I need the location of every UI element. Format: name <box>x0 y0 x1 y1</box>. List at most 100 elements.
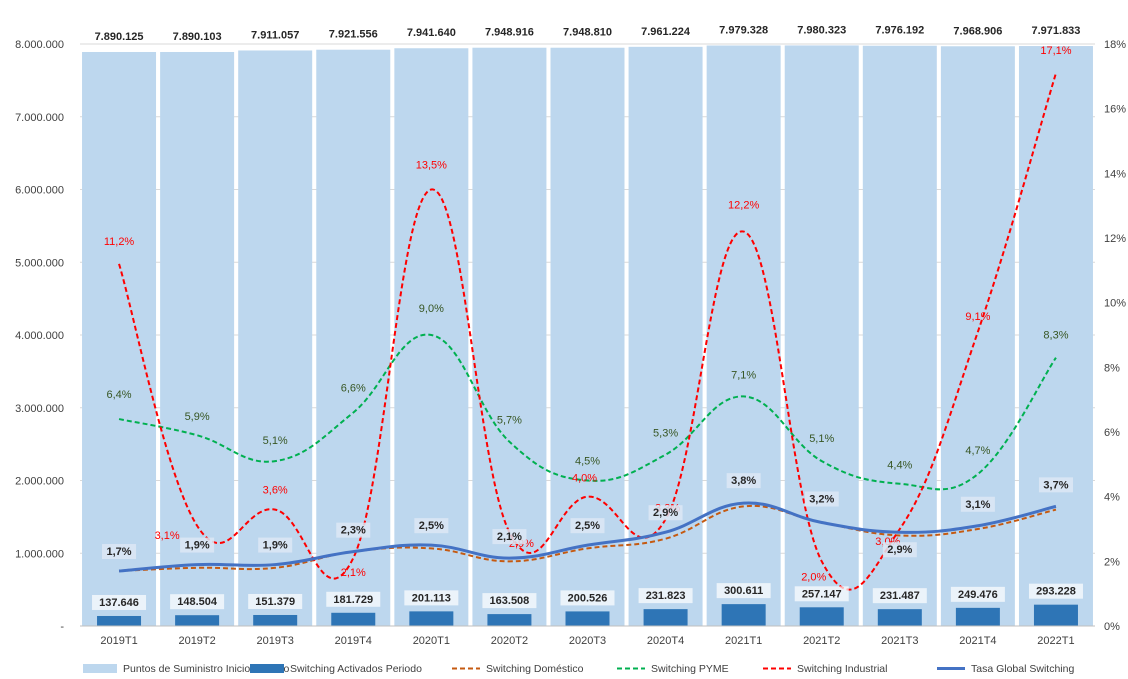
label-switching-activados: 231.487 <box>880 590 920 602</box>
label-tasa-global: 3,7% <box>1043 479 1068 491</box>
legend-label: Switching Doméstico <box>486 663 584 675</box>
bar-puntos-suministro <box>394 48 469 627</box>
label-switching-industrial: 4,0% <box>572 473 597 485</box>
label-bg-switching-activados <box>950 586 1005 602</box>
bars-switching-activados <box>97 604 1078 626</box>
label-puntos-suministro: 7.976.192 <box>875 25 924 37</box>
label-bg-tasa-global <box>648 505 683 521</box>
label-puntos-suministro: 7.968.906 <box>953 25 1002 37</box>
label-switching-pyme: 5,3% <box>653 428 678 440</box>
label-switching-pyme: 8,3% <box>1043 330 1068 342</box>
y-right-tick-label: 2% <box>1104 556 1120 568</box>
label-switching-activados: 300.611 <box>724 585 763 597</box>
label-tasa-global: 3,1% <box>965 499 990 511</box>
bar-switching-activados <box>799 607 844 626</box>
label-tasa-global: 2,5% <box>575 520 600 532</box>
x-tick-label: 2022T1 <box>1037 635 1074 647</box>
y-right-tick-label: 18% <box>1104 39 1126 51</box>
label-tasa-global: 2,5% <box>419 520 444 532</box>
label-puntos-suministro: 7.911.057 <box>251 29 299 41</box>
label-bg-switching-activados <box>794 586 849 602</box>
label-bg-switching-activados <box>92 594 147 610</box>
label-puntos-suministro: 7.921.556 <box>329 29 378 41</box>
label-tasa-global: 2,9% <box>887 544 912 556</box>
y-right-tick-label: 12% <box>1104 233 1126 245</box>
x-tick-label: 2021T1 <box>725 635 762 647</box>
legend-label: Switching PYME <box>651 663 729 675</box>
label-switching-industrial: 9,1% <box>965 311 990 323</box>
bar-puntos-suministro <box>784 45 859 626</box>
label-puntos-suministro: 7.890.103 <box>173 31 222 43</box>
label-puntos-suministro: 7.979.328 <box>719 25 768 37</box>
label-switching-activados: 293.228 <box>1036 586 1076 598</box>
legend-label: Switching Industrial <box>797 663 887 675</box>
bar-switching-activados <box>565 611 610 626</box>
label-bg-tasa-global <box>180 537 215 553</box>
x-tick-label: 2021T2 <box>803 635 840 647</box>
label-switching-industrial: 11,2% <box>104 236 135 248</box>
bar-switching-activados <box>97 615 142 626</box>
bar-switching-activados <box>721 604 766 626</box>
label-bg-switching-activados <box>872 588 927 604</box>
bar-switching-activados <box>643 609 688 626</box>
label-switching-pyme: 9,0% <box>419 303 444 315</box>
y-left-tick-label: 2.000.000 <box>15 476 64 488</box>
label-bg-tasa-global <box>804 491 839 507</box>
label-switching-activados: 257.147 <box>802 588 842 600</box>
legend: Puntos de Suministro Inicio Periodo Switc… <box>83 663 1074 675</box>
label-switching-industrial: 3,1% <box>155 530 180 542</box>
y-right-tick-label: 4% <box>1104 492 1120 504</box>
label-bg-tasa-global <box>336 522 371 538</box>
label-bg-tasa-global <box>960 496 995 512</box>
label-switching-activados: 201.113 <box>412 592 451 604</box>
label-tasa-global: 3,2% <box>809 494 834 506</box>
label-switching-pyme: 5,7% <box>497 415 522 427</box>
label-bg-tasa-global <box>492 529 527 545</box>
x-tick-label: 2020T1 <box>413 635 450 647</box>
bar-switching-activados <box>409 611 454 626</box>
x-tick-label: 2019T2 <box>178 635 215 647</box>
label-switching-pyme: 5,1% <box>263 435 288 447</box>
label-switching-industrial: 13,5% <box>416 160 447 172</box>
bar-puntos-suministro <box>238 50 313 627</box>
bar-switching-activados <box>175 615 220 626</box>
y-left-tick-label: 5.000.000 <box>15 257 64 269</box>
label-switching-industrial: 12,2% <box>728 200 759 212</box>
y-left-tick-label: 7.000.000 <box>15 112 64 124</box>
label-bg-switching-activados <box>404 590 459 606</box>
label-switching-industrial: 3,6% <box>263 485 288 497</box>
label-tasa-global: 2,3% <box>341 525 366 537</box>
label-bg-switching-activados <box>716 583 771 599</box>
y-right-tick-label: 16% <box>1104 104 1126 116</box>
label-puntos-suministro: 7.890.125 <box>95 31 144 43</box>
bar-puntos-suministro <box>316 49 391 627</box>
y-right-tick-label: 0% <box>1104 621 1120 633</box>
label-bg-tasa-global <box>414 518 449 534</box>
x-tick-label: 2020T3 <box>569 635 606 647</box>
x-tick-label: 2020T2 <box>491 635 528 647</box>
label-switching-pyme: 5,9% <box>185 411 210 423</box>
label-puntos-suministro: 7.961.224 <box>641 26 691 38</box>
line-switching-pyme <box>118 333 1057 491</box>
y-right-tick-label: 14% <box>1104 168 1126 180</box>
label-tasa-global: 1,7% <box>106 546 131 558</box>
label-bg-switching-activados <box>560 590 615 606</box>
label-switching-pyme: 7,1% <box>731 369 756 381</box>
label-switching-industrial: 17,1% <box>1040 45 1071 57</box>
label-bg-switching-activados <box>1028 583 1083 599</box>
label-switching-pyme: 5,1% <box>809 433 834 445</box>
label-tasa-global: 1,9% <box>263 540 288 552</box>
bar-puntos-suministro <box>940 46 1015 627</box>
label-switching-activados: 151.379 <box>255 596 295 608</box>
label-tasa-global: 2,1% <box>497 531 522 543</box>
label-bg-switching-activados <box>482 593 537 609</box>
line-tasa-global <box>118 501 1057 573</box>
y-right-tick-label: 8% <box>1104 362 1120 374</box>
label-switching-activados: 200.526 <box>568 592 608 604</box>
label-switching-activados: 137.646 <box>99 597 139 609</box>
x-tick-label: 2021T3 <box>881 635 918 647</box>
label-puntos-suministro: 7.971.833 <box>1031 25 1080 37</box>
x-tick-label: 2019T1 <box>100 635 137 647</box>
